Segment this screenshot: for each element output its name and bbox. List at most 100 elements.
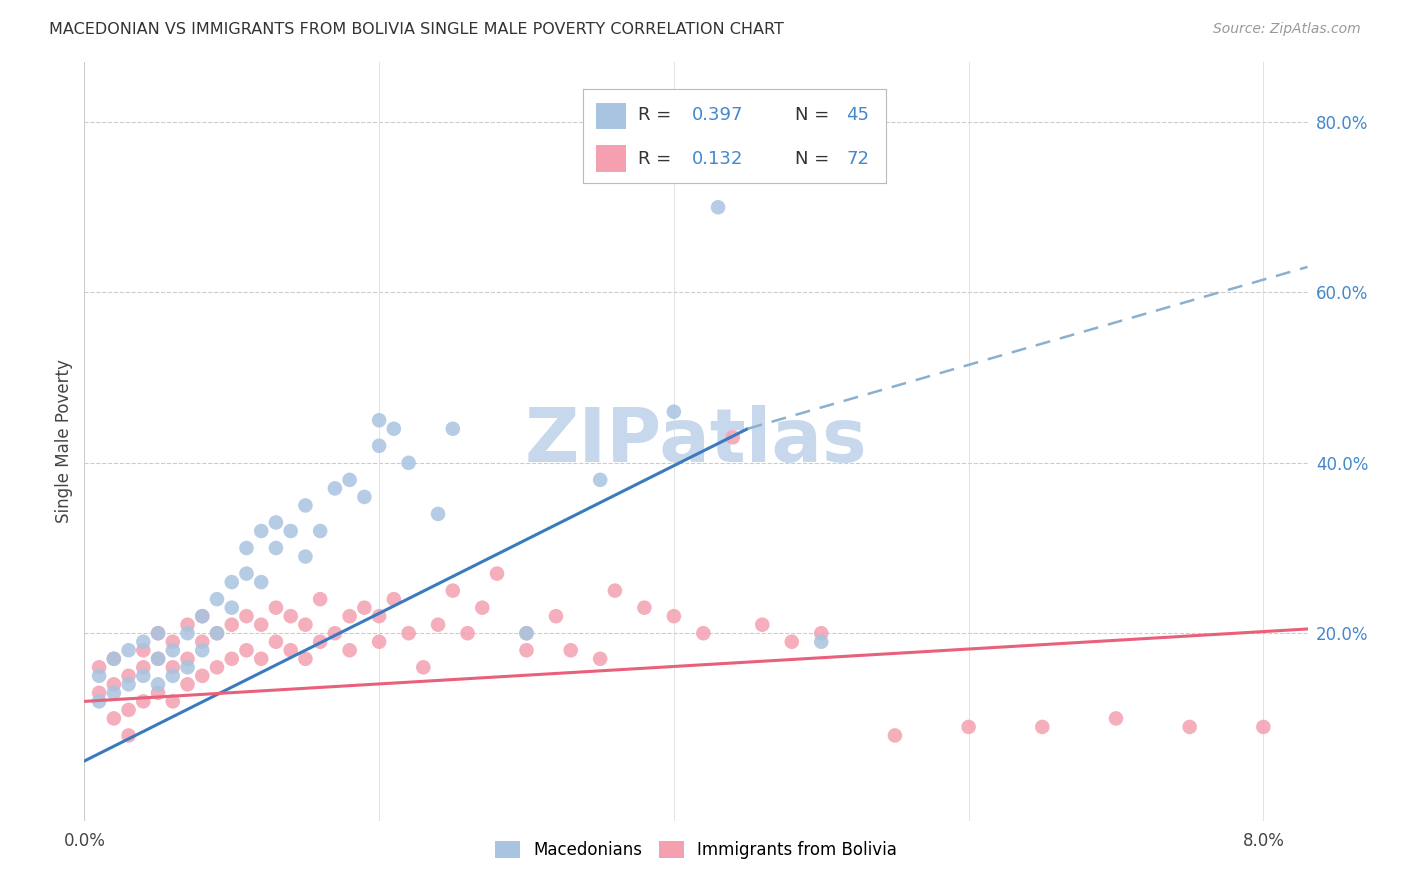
Point <box>162 634 184 648</box>
Point <box>221 617 243 632</box>
Point <box>544 609 567 624</box>
Point <box>250 575 273 590</box>
Point <box>427 617 450 632</box>
Point <box>235 541 257 555</box>
Point <box>191 609 214 624</box>
Point <box>205 626 228 640</box>
Point <box>382 422 405 436</box>
Point <box>884 728 907 742</box>
Text: N =: N = <box>796 150 835 168</box>
Point <box>1105 711 1128 725</box>
Text: MACEDONIAN VS IMMIGRANTS FROM BOLIVIA SINGLE MALE POVERTY CORRELATION CHART: MACEDONIAN VS IMMIGRANTS FROM BOLIVIA SI… <box>49 22 785 37</box>
Point <box>398 626 420 640</box>
FancyBboxPatch shape <box>596 145 626 171</box>
Legend: Macedonians, Immigrants from Bolivia: Macedonians, Immigrants from Bolivia <box>488 834 904 865</box>
Point <box>707 200 730 214</box>
Point <box>780 634 803 648</box>
Point <box>412 660 434 674</box>
Point <box>162 643 184 657</box>
Point <box>721 430 744 444</box>
Text: ZIPatlas: ZIPatlas <box>524 405 868 478</box>
Point <box>382 592 405 607</box>
Point <box>146 626 169 640</box>
Point <box>280 609 302 624</box>
Text: R =: R = <box>638 106 676 124</box>
Text: 0.132: 0.132 <box>692 150 744 168</box>
Point <box>810 626 832 640</box>
Point <box>309 524 332 538</box>
Point <box>132 669 155 683</box>
Point <box>103 652 125 666</box>
Point <box>368 439 391 453</box>
Point <box>132 634 155 648</box>
Point <box>294 617 316 632</box>
Point <box>309 634 332 648</box>
Point <box>1253 720 1275 734</box>
Point <box>339 643 361 657</box>
Point <box>560 643 582 657</box>
Point <box>132 643 155 657</box>
Point <box>205 626 228 640</box>
Text: 0.397: 0.397 <box>692 106 744 124</box>
Point <box>398 456 420 470</box>
Point <box>221 652 243 666</box>
Text: Source: ZipAtlas.com: Source: ZipAtlas.com <box>1213 22 1361 37</box>
Point <box>339 609 361 624</box>
Point <box>250 652 273 666</box>
Point <box>441 422 464 436</box>
Point <box>280 643 302 657</box>
Point <box>323 482 346 496</box>
Point <box>264 600 287 615</box>
Point <box>146 626 169 640</box>
Point <box>205 660 228 674</box>
Point <box>117 677 139 691</box>
Point <box>87 669 110 683</box>
Point <box>368 634 391 648</box>
Point <box>368 413 391 427</box>
Text: 45: 45 <box>846 106 869 124</box>
Point <box>280 524 302 538</box>
Point <box>87 686 110 700</box>
Point <box>146 677 169 691</box>
Point <box>146 652 169 666</box>
Point <box>471 600 494 615</box>
Point <box>264 541 287 555</box>
Point <box>117 728 139 742</box>
Point <box>441 583 464 598</box>
Point <box>221 600 243 615</box>
Point <box>323 626 346 640</box>
Point <box>353 600 375 615</box>
Point <box>87 660 110 674</box>
Point <box>87 694 110 708</box>
Point <box>235 609 257 624</box>
Point <box>515 643 537 657</box>
Point <box>427 507 450 521</box>
Point <box>176 617 198 632</box>
Point <box>176 652 198 666</box>
Point <box>117 643 139 657</box>
Point <box>603 583 626 598</box>
Point <box>176 660 198 674</box>
Point <box>146 686 169 700</box>
Point <box>250 617 273 632</box>
Point <box>662 405 685 419</box>
FancyBboxPatch shape <box>596 103 626 129</box>
Point <box>205 592 228 607</box>
Point <box>309 592 332 607</box>
Point <box>103 677 125 691</box>
Point <box>353 490 375 504</box>
Point <box>368 609 391 624</box>
Point <box>132 660 155 674</box>
Point <box>264 516 287 530</box>
Point <box>633 600 655 615</box>
Point <box>117 669 139 683</box>
Point <box>176 626 198 640</box>
Point <box>132 694 155 708</box>
Point <box>810 634 832 648</box>
Text: 72: 72 <box>846 150 869 168</box>
Point <box>692 626 714 640</box>
Point <box>250 524 273 538</box>
Point <box>589 652 612 666</box>
Point <box>191 669 214 683</box>
Point <box>162 694 184 708</box>
